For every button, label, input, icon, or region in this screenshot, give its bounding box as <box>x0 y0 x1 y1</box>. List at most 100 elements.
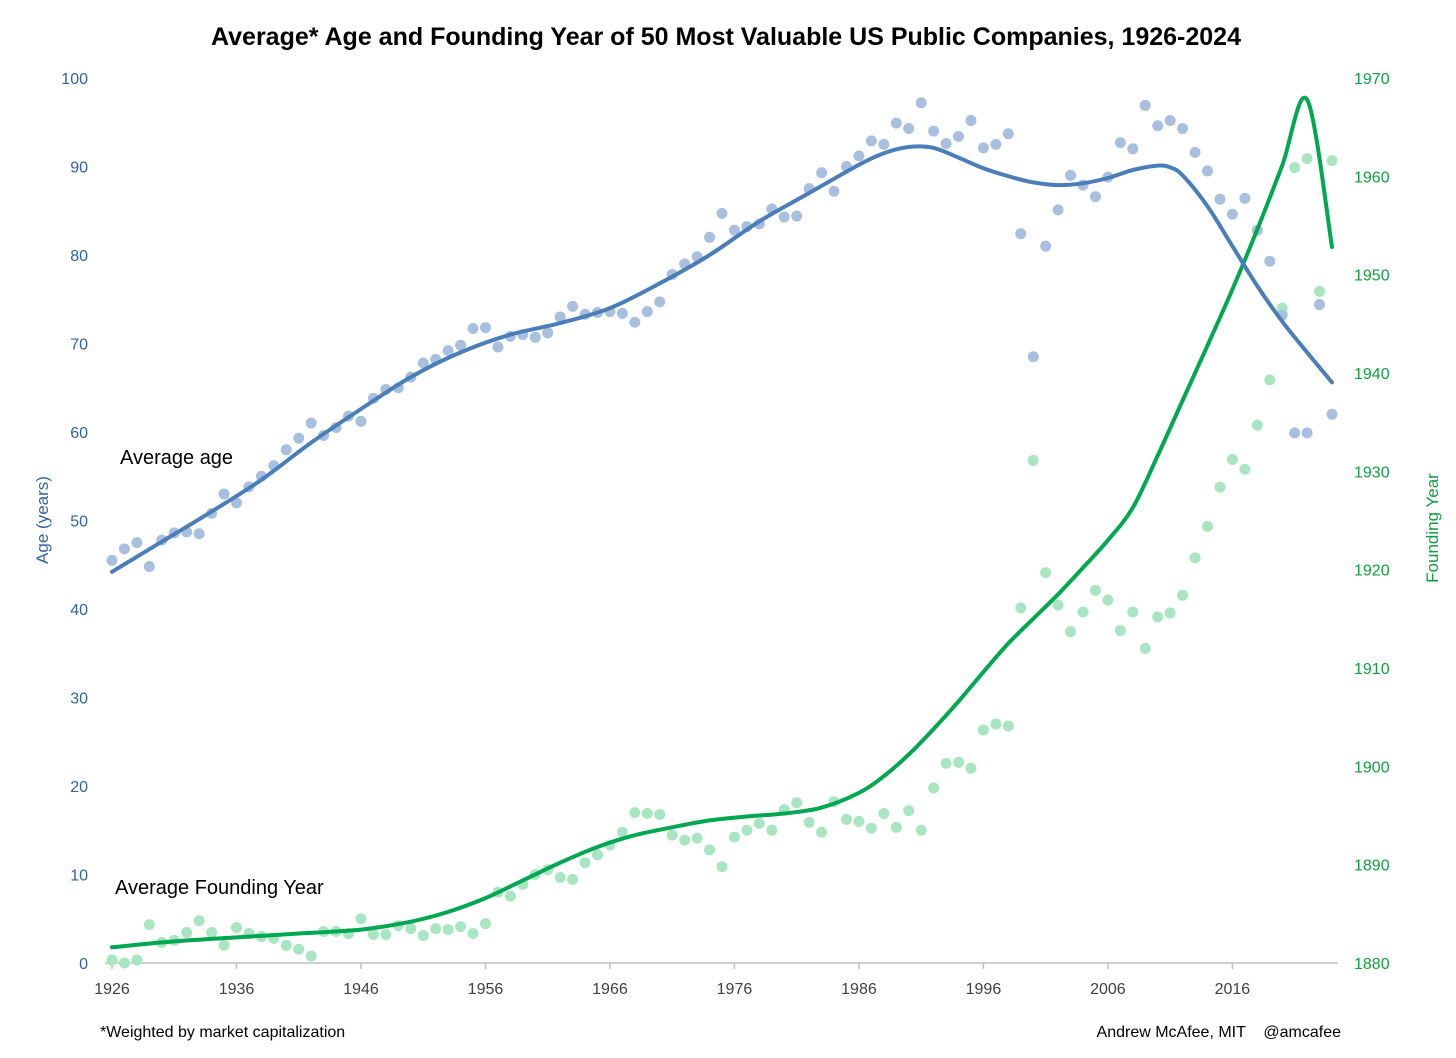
founding-year-trend-line <box>110 95 1334 950</box>
age-point <box>953 130 965 142</box>
founding-year-point <box>1065 626 1077 638</box>
age-point <box>467 322 479 334</box>
founding-year-point <box>816 826 828 838</box>
age-point <box>654 296 666 308</box>
founding-year-point <box>915 824 927 836</box>
age-point <box>417 357 429 369</box>
right-tick-label: 1890 <box>1354 858 1390 875</box>
age-point <box>1015 228 1027 240</box>
founding-year-point <box>890 821 902 833</box>
age-point <box>293 432 305 444</box>
age-point <box>131 537 143 549</box>
left-tick-label: 50 <box>70 514 88 531</box>
age-point <box>828 185 840 197</box>
left-tick-label: 30 <box>70 691 88 708</box>
founding-year-point <box>840 813 852 825</box>
founding-year-point <box>691 832 703 844</box>
founding-year-point <box>1164 607 1176 619</box>
founding-year-point <box>753 817 765 829</box>
founding-year-point <box>118 957 130 969</box>
founding-year-point <box>1202 520 1214 532</box>
founding-year-point <box>106 954 118 966</box>
x-axis-ticks: 1926 1936 1946 1956 1966 1976 1986 1996 2006 2016 <box>94 963 1250 998</box>
age-point <box>479 322 491 334</box>
right-axis-title: Founding Year <box>1423 473 1442 583</box>
age-point <box>1139 99 1151 111</box>
age-series-label: Average age <box>120 447 233 469</box>
founding-year-point <box>1314 285 1326 297</box>
founding-year-point <box>1015 602 1027 614</box>
age-point <box>1264 255 1276 267</box>
x-tick-label: 1946 <box>343 981 379 998</box>
right-tick-label: 1900 <box>1354 759 1390 776</box>
age-point <box>1189 146 1201 158</box>
founding-year-point <box>629 807 641 819</box>
founding-year-point <box>791 797 803 809</box>
right-tick-label: 1940 <box>1354 366 1390 383</box>
age-point <box>629 316 641 328</box>
left-axis-title: Age (years) <box>33 476 52 564</box>
founding-year-point <box>218 939 230 951</box>
founding-year-point <box>679 834 691 846</box>
age-point <box>554 311 566 323</box>
age-point <box>1065 169 1077 181</box>
age-point <box>218 488 230 500</box>
age-point <box>1127 143 1139 155</box>
founding-year-point <box>181 927 193 939</box>
age-trend-line <box>110 144 1334 574</box>
age-point <box>542 327 554 339</box>
founding-year-point <box>1251 419 1263 431</box>
x-tick-label: 1996 <box>966 981 1002 998</box>
age-point <box>1202 165 1214 177</box>
founding-year-point <box>1152 611 1164 623</box>
founding-year-point <box>977 724 989 736</box>
x-tick-label: 1966 <box>592 981 628 998</box>
age-point <box>1114 137 1126 149</box>
founding-year-point <box>641 808 653 820</box>
age-point <box>928 125 940 137</box>
right-tick-label: 1880 <box>1354 956 1390 973</box>
founding-year-point <box>442 924 454 936</box>
age-point <box>791 210 803 222</box>
founding-year-point <box>206 927 218 939</box>
founding-year-point <box>367 928 379 940</box>
founding-year-point <box>280 939 292 951</box>
founding-year-point <box>928 782 940 794</box>
founding-year-point <box>865 822 877 834</box>
founding-year-point <box>479 918 491 930</box>
age-point <box>193 528 205 540</box>
age-point <box>990 138 1002 150</box>
age-point <box>1002 128 1014 140</box>
age-point <box>704 231 716 243</box>
founding-year-point <box>455 921 467 933</box>
age-point <box>1326 408 1338 420</box>
founding-year-point <box>1077 606 1089 618</box>
founding-year-point <box>965 762 977 774</box>
x-tick-label: 1936 <box>219 981 255 998</box>
age-point <box>280 444 292 456</box>
age-point <box>816 167 828 179</box>
founding-year-point <box>940 757 952 769</box>
age-point <box>442 345 454 357</box>
left-tick-label: 90 <box>70 160 88 177</box>
age-point <box>940 137 952 149</box>
founding-year-point <box>1089 584 1101 596</box>
age-point <box>492 341 504 353</box>
age-point <box>1314 299 1326 311</box>
right-tick-label: 1950 <box>1354 268 1390 285</box>
founding-year-points <box>106 153 1338 969</box>
age-point <box>878 138 890 150</box>
age-point <box>305 417 317 429</box>
founding-year-point <box>1139 642 1151 654</box>
age-point <box>529 331 541 343</box>
founding-year-point <box>1127 606 1139 618</box>
left-tick-label: 70 <box>70 337 88 354</box>
founding-year-point <box>293 943 305 955</box>
founding-year-point <box>741 824 753 836</box>
founding-year-point <box>1102 594 1114 606</box>
founding-year-point <box>1189 552 1201 564</box>
founding-year-point <box>1301 153 1313 165</box>
founding-year-point <box>1226 454 1238 466</box>
founding-year-point <box>878 808 890 820</box>
